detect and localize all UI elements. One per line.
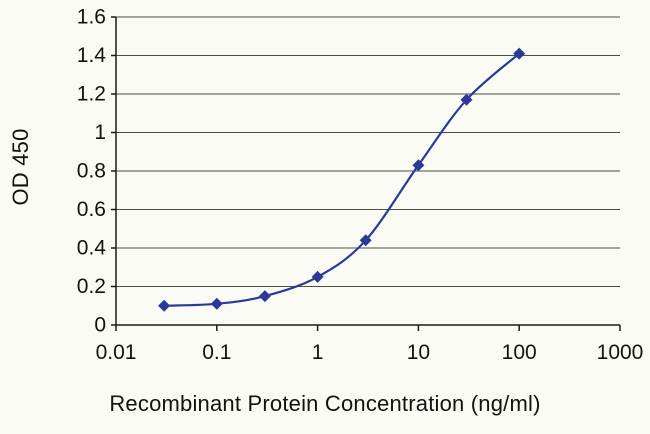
y-tick-label: 0: [94, 314, 106, 337]
y-axis-title: OD 450: [8, 128, 33, 206]
data-point-marker: [412, 159, 425, 172]
x-axis-title: Recombinant Protein Concentration (ng/ml…: [109, 391, 541, 416]
y-tick-label: 1.2: [77, 83, 106, 106]
x-tick-label: 10: [407, 341, 430, 364]
x-tick-label: 1: [312, 341, 324, 364]
y-tick-label: 0.2: [77, 275, 106, 298]
data-point-marker: [158, 299, 171, 312]
data-point-marker: [258, 290, 271, 303]
y-tick-label: 0.6: [77, 198, 106, 221]
data-point-marker: [210, 297, 223, 310]
series-line: [163, 52, 521, 307]
y-tick-label: 0.8: [77, 160, 106, 183]
data-point-marker: [311, 270, 324, 283]
y-tick-label: 1.6: [77, 6, 106, 29]
y-tick-label: 1: [94, 121, 106, 144]
x-tick-label: 0.01: [96, 341, 137, 364]
data-point-marker: [359, 234, 372, 247]
data-point-marker: [513, 47, 526, 60]
x-tick-label: 0.1: [202, 341, 231, 364]
x-tick-label: 1000: [597, 341, 644, 364]
y-tick-label: 1.4: [77, 44, 107, 67]
data-point-marker: [460, 93, 473, 106]
x-tick-label: 100: [502, 341, 537, 364]
y-tick-label: 0.4: [77, 237, 107, 260]
